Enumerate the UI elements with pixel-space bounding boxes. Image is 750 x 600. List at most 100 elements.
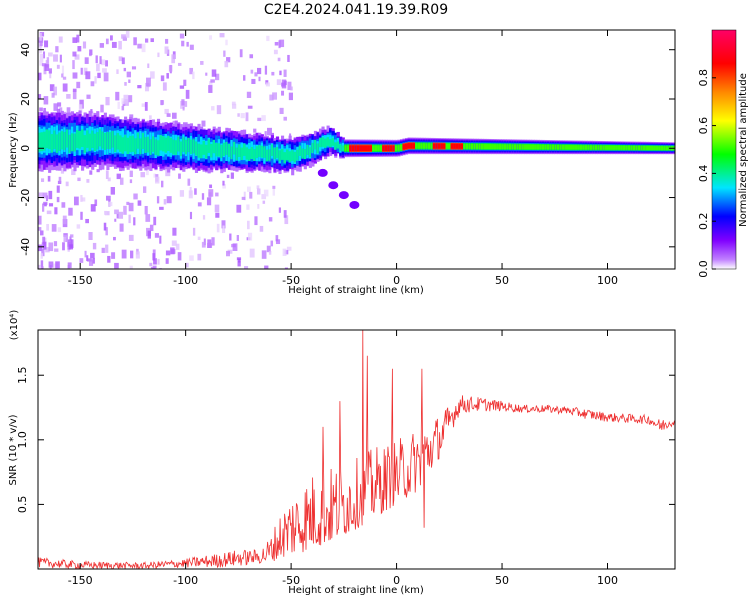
spectrogram-branch-mark xyxy=(349,200,360,209)
spectrogram-band-cell xyxy=(141,133,145,149)
spectrogram-noise-cell xyxy=(69,244,74,250)
spectrogram-noise-cell xyxy=(203,238,206,246)
spectrogram-noise-cell xyxy=(48,68,52,74)
spectrogram-band-cell xyxy=(273,147,277,160)
spectrogram-band-cell xyxy=(344,145,348,152)
spectrogram-noise-cell xyxy=(264,65,268,75)
spectrogram-noise-cell xyxy=(164,46,169,54)
snr-ylabel: SNR (10 * v/v) xyxy=(8,414,19,485)
spectrogram-band-cell xyxy=(278,150,282,162)
spectrogram-noise-cell xyxy=(72,88,77,92)
spectrogram-band-cell xyxy=(341,145,345,152)
spectrogram-noise-cell xyxy=(171,54,176,64)
spectrogram-noise-cell xyxy=(287,81,292,91)
spectrogram-noise-cell xyxy=(201,120,206,127)
spectrogram-band-cell xyxy=(156,140,161,156)
spectrogram-noise-cell xyxy=(143,186,147,193)
spectrogram-noise-cell xyxy=(140,172,146,178)
snr-line xyxy=(38,330,675,569)
spectrogram-noise-cell xyxy=(121,98,125,105)
spectrogram-noise-cell xyxy=(238,258,241,263)
spectrogram-band-cell xyxy=(293,151,297,163)
spectrogram-noise-cell xyxy=(42,51,46,59)
spectrogram-band-cell xyxy=(374,145,378,152)
spectrogram-noise-cell xyxy=(72,72,78,79)
spectrogram-noise-cell xyxy=(110,187,115,195)
spectrogram-band-cell xyxy=(81,129,85,148)
spectrogram-noise-cell xyxy=(150,266,156,269)
spectrogram-noise-cell xyxy=(118,211,124,219)
spectrogram-noise-cell xyxy=(48,52,53,57)
spectrogram-band-cell xyxy=(106,131,110,149)
snr-axes: -150 -100 -50 0 50 100 0.5 1.0 1.5 xyxy=(16,330,675,587)
spectrogram-xlabel: Height of straight line (km) xyxy=(288,285,424,296)
spectrogram-band-cell xyxy=(179,141,183,157)
spectrogram-noise-cell xyxy=(81,197,86,202)
spectrogram-noise-cell xyxy=(181,99,185,106)
spectrogram-band-cell xyxy=(569,145,573,150)
spectrogram-band-cell xyxy=(632,145,636,150)
spectrogram-band-cell xyxy=(480,144,485,149)
spectrogram-band-cell xyxy=(589,145,593,150)
spectrogram-band-cell xyxy=(349,145,353,152)
spectrogram-noise-cell xyxy=(282,248,287,257)
spectrogram-noise-cell xyxy=(51,92,55,98)
spectrogram-band-cell xyxy=(627,145,631,150)
spectrogram-noise-cell xyxy=(250,69,254,74)
spectrogram-band-cell xyxy=(313,139,318,150)
spectrogram-band-cell xyxy=(642,145,647,150)
spectrogram-band-cell xyxy=(399,144,404,151)
spectrogram-xtick-label: -150 xyxy=(68,274,93,287)
spectrogram-band-cell xyxy=(463,143,467,149)
snr-xtick-label: 100 xyxy=(597,574,618,587)
spectrogram-band-cell xyxy=(516,144,520,150)
spectrogram-band-cell xyxy=(91,130,95,148)
spectrogram-noise-cell xyxy=(89,53,92,57)
spectrogram-noise-cell xyxy=(103,222,107,231)
spectrogram-noise-cell xyxy=(145,38,149,43)
spectrogram-noise-cell xyxy=(96,63,100,72)
spectrogram-noise-cell xyxy=(82,41,87,49)
spectrogram-band-cell xyxy=(493,144,497,150)
spectrogram-band-cell xyxy=(326,137,330,146)
spectrogram-band-cell xyxy=(96,132,100,150)
spectrogram-band-cell xyxy=(442,143,447,149)
spectrogram-noise-cell xyxy=(128,234,134,241)
spectrogram-noise-cell xyxy=(224,60,229,68)
spectrogram-noise-cell xyxy=(274,41,279,46)
spectrogram-noise-cell xyxy=(111,252,116,259)
spectrogram-noise-cell xyxy=(53,241,58,247)
spectrogram-band-cell xyxy=(658,146,662,151)
spectrogram-noise-cell xyxy=(186,41,189,47)
spectrogram-noise-cell xyxy=(261,250,267,259)
spectrogram-noise-cell xyxy=(111,41,117,48)
spectrogram-band-cell xyxy=(253,149,257,162)
spectrogram-noise-cell xyxy=(41,248,45,257)
spectrogram-noise-cell xyxy=(38,227,42,231)
spectrogram-band-cell xyxy=(587,145,591,150)
spectrogram-noise-cell xyxy=(254,72,258,77)
spectrogram-band-cell xyxy=(65,129,69,148)
spectrogram-band-cell xyxy=(101,131,105,149)
spectrogram-band-cell xyxy=(379,145,383,152)
spectrogram-noise-cell xyxy=(245,112,249,122)
spectrogram-noise-cell xyxy=(38,192,44,197)
spectrogram-band-cell xyxy=(521,144,525,150)
spectrogram-noise-cell xyxy=(268,217,273,222)
spectrogram-noise-cell xyxy=(103,72,109,82)
spectrogram-band-cell xyxy=(288,151,292,163)
spectrogram-band-cell xyxy=(427,143,431,149)
spectrogram-noise-cell xyxy=(67,262,72,269)
spectrogram-noise-cell xyxy=(41,266,44,269)
spectrogram-band-cell xyxy=(70,133,75,152)
colorbar-tick-label: 0.2 xyxy=(697,212,710,230)
spectrogram-noise-cell xyxy=(157,52,160,58)
spectrogram-band-cell xyxy=(207,139,211,153)
spectrogram-noise-cell xyxy=(94,199,98,207)
spectrogram-image xyxy=(38,30,675,269)
spectrogram-band-cell xyxy=(230,146,234,160)
spectrogram-noise-cell xyxy=(56,108,60,115)
spectrogram-band-cell xyxy=(496,144,500,150)
spectrogram-noise-cell xyxy=(38,94,42,99)
spectrogram-noise-cell xyxy=(175,243,180,250)
